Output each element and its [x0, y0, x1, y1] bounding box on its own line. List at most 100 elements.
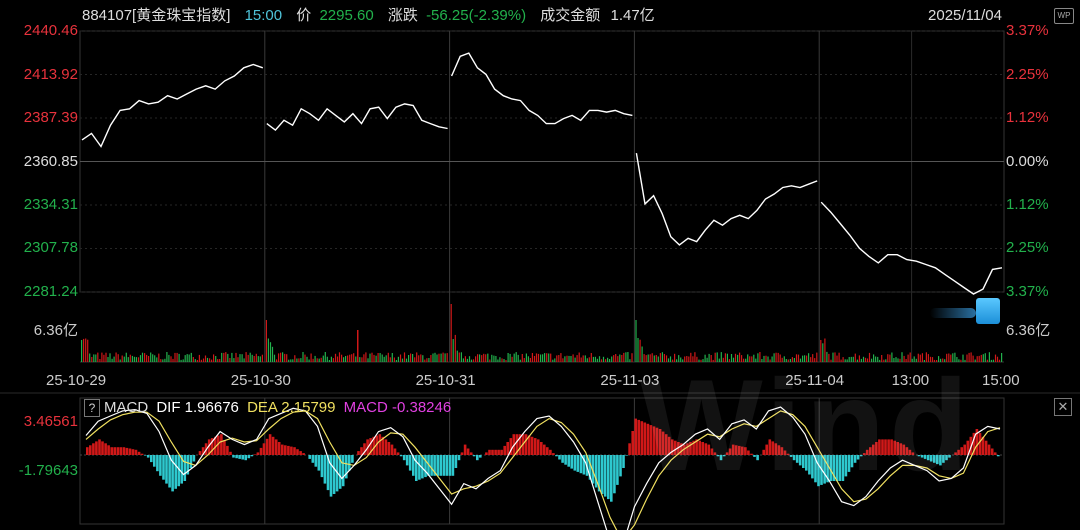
- volume-bar: [751, 356, 753, 362]
- volume-bar: [757, 353, 759, 362]
- macd-histogram-bar: [686, 443, 689, 455]
- volume-bar: [542, 354, 544, 362]
- macd-histogram-bar: [695, 439, 698, 455]
- volume-bar: [724, 353, 726, 362]
- volume-bar: [868, 352, 871, 362]
- scroll-handle[interactable]: [976, 298, 1000, 324]
- volume-bar: [690, 352, 692, 362]
- volume-bar: [726, 353, 728, 362]
- volume-bar: [430, 355, 432, 362]
- macd-histogram-bar: [89, 445, 92, 455]
- volume-bar: [844, 359, 846, 362]
- macd-histogram-bar: [384, 439, 388, 455]
- macd-histogram-bar: [122, 447, 126, 455]
- pct-tick-label: 2.25%: [1006, 65, 1049, 83]
- macd-histogram-bar: [731, 444, 735, 455]
- volume-bar: [596, 358, 598, 362]
- volume-bar: [158, 353, 160, 362]
- macd-histogram-bar: [802, 455, 805, 468]
- volume-bar: [686, 356, 688, 362]
- volume-bar: [946, 353, 948, 362]
- macd-histogram-bar: [783, 450, 787, 455]
- macd-histogram-bar: [997, 455, 1000, 457]
- close-icon[interactable]: ✕: [1054, 398, 1072, 416]
- volume-bar: [320, 357, 322, 362]
- macd-histogram-bar: [664, 434, 668, 455]
- volume-bar: [186, 354, 188, 362]
- volume-bar: [826, 351, 828, 362]
- volume-bar: [789, 359, 791, 362]
- macd-histogram-bar: [652, 426, 656, 455]
- wp-icon[interactable]: WP: [1054, 8, 1074, 24]
- volume-bar: [259, 356, 261, 362]
- volume-bar: [550, 353, 552, 362]
- macd-histogram-bar: [308, 455, 311, 459]
- volume-bar: [393, 357, 395, 362]
- volume-bar: [359, 357, 361, 362]
- macd-histogram-bar: [436, 455, 439, 476]
- volume-bar: [397, 356, 399, 362]
- volume-bar: [383, 356, 385, 362]
- macd-histogram-bar: [862, 453, 866, 455]
- macd-histogram-bar: [415, 455, 418, 481]
- macd-histogram-bar: [850, 455, 854, 468]
- volume-bar: [312, 358, 314, 362]
- volume-bar: [998, 359, 1001, 362]
- price-value: 2295.60: [319, 7, 374, 24]
- volume-bar: [470, 359, 473, 362]
- volume-bar: [345, 356, 347, 362]
- time-value: 15:00: [244, 7, 283, 24]
- macd-histogram-bar: [238, 455, 241, 459]
- volume-bar: [507, 353, 509, 362]
- macd-histogram-bar: [113, 447, 116, 455]
- volume-bar: [830, 359, 832, 362]
- macd-histogram-bar: [299, 451, 302, 455]
- volume-bar: [684, 356, 686, 362]
- volume-bar: [278, 353, 280, 362]
- volume-bar: [877, 356, 879, 362]
- volume-bar: [781, 357, 783, 362]
- volume-bar: [808, 353, 810, 362]
- macd-histogram-bar: [558, 455, 561, 460]
- macd-histogram-bar: [515, 434, 519, 455]
- macd-histogram-bar: [253, 454, 257, 455]
- volume-bar: [511, 356, 513, 362]
- volume-bar: [434, 352, 436, 362]
- volume-bar: [353, 353, 355, 362]
- volume-bar: [605, 359, 607, 362]
- price-tick-label: 2440.46: [23, 22, 78, 39]
- volume-bar: [952, 353, 954, 362]
- volume-bar: [619, 354, 621, 362]
- volume-bar: [791, 357, 793, 362]
- volume-bar: [986, 359, 988, 362]
- volume-bar: [292, 359, 294, 362]
- macd-histogram-bar: [972, 432, 976, 455]
- macd-histogram-bar: [667, 436, 671, 455]
- volume-bar: [245, 352, 247, 362]
- price-line-25-10-29: [81, 63, 264, 148]
- volume-bar: [899, 358, 901, 362]
- help-icon[interactable]: ?: [84, 399, 100, 418]
- volume-bar: [950, 354, 952, 362]
- macd-histogram-bar: [987, 444, 991, 455]
- volume-bar: [211, 359, 213, 362]
- pct-tick-label: 1.12%: [1006, 108, 1049, 126]
- volume-bar: [399, 354, 402, 362]
- volume-bar: [324, 352, 326, 362]
- macd-histogram-bar: [326, 455, 330, 491]
- macd-histogram-bar: [643, 422, 647, 455]
- volume-bar: [590, 353, 592, 362]
- macd-histogram-bar: [137, 451, 141, 455]
- volume-bar: [485, 354, 487, 362]
- volume-bar: [942, 358, 944, 362]
- volume-bar: [588, 357, 590, 362]
- volume-bar: [93, 354, 95, 362]
- macd-histogram-bar: [92, 443, 95, 455]
- volume-bar: [621, 355, 623, 362]
- volume-bar: [251, 354, 253, 362]
- x-tick-label: 13:00: [891, 372, 930, 389]
- macd-histogram-bar: [402, 455, 406, 461]
- volume-bar: [586, 358, 588, 362]
- volume-bar: [249, 352, 251, 362]
- volume-bar: [117, 354, 119, 362]
